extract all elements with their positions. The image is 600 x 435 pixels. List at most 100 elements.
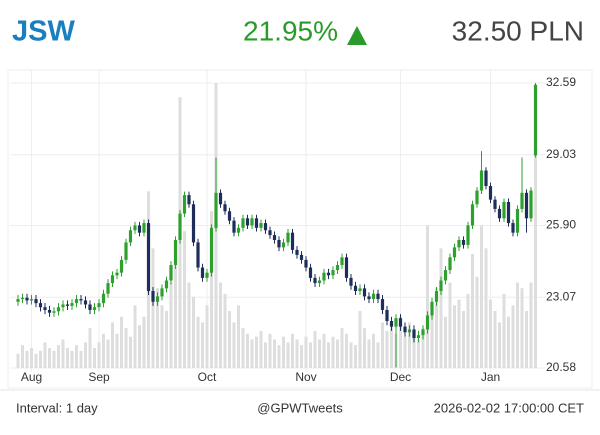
volume-bar bbox=[183, 231, 186, 368]
candle-body bbox=[155, 296, 160, 302]
candle-body bbox=[74, 299, 79, 304]
volume-bar bbox=[70, 350, 74, 368]
candle-body bbox=[340, 257, 344, 265]
candle-body bbox=[434, 291, 439, 302]
volume-bar bbox=[151, 248, 155, 368]
candle-body bbox=[385, 309, 389, 322]
candle-body bbox=[101, 293, 106, 304]
candle-body bbox=[322, 272, 326, 281]
volume-bar bbox=[52, 350, 56, 368]
volume-bar bbox=[282, 336, 285, 368]
volume-bar bbox=[210, 211, 213, 368]
candle-body bbox=[47, 309, 52, 313]
volume-bar bbox=[309, 342, 312, 368]
x-tick-label: Oct bbox=[198, 370, 217, 384]
candle-body bbox=[16, 299, 20, 302]
candle-body bbox=[448, 257, 452, 271]
x-tick-label: Dec bbox=[390, 370, 411, 384]
volume-bar bbox=[129, 336, 132, 368]
volume-bar bbox=[421, 328, 425, 368]
candle-body bbox=[160, 288, 164, 297]
candle-body bbox=[173, 239, 178, 265]
volume-bar bbox=[381, 322, 384, 368]
volume-bar bbox=[372, 333, 375, 368]
candle-body bbox=[245, 218, 250, 226]
candle-body bbox=[254, 218, 259, 228]
y-tick-label: 20.58 bbox=[546, 360, 576, 374]
candle-body bbox=[223, 204, 227, 212]
volume-bar bbox=[39, 350, 42, 368]
candle-body bbox=[331, 270, 335, 276]
candle-body bbox=[263, 223, 268, 231]
volume-bar bbox=[345, 333, 348, 368]
candle-body bbox=[187, 195, 191, 205]
volume-bar bbox=[102, 333, 105, 368]
candle-body bbox=[79, 299, 83, 301]
candle-body bbox=[43, 307, 47, 310]
candle-body bbox=[110, 275, 115, 284]
candle-body bbox=[137, 225, 142, 233]
volume-bar bbox=[30, 348, 33, 368]
candle-body bbox=[407, 329, 412, 333]
volume-bar bbox=[142, 316, 146, 368]
candle-body bbox=[259, 223, 263, 228]
volume-bar bbox=[457, 299, 461, 368]
candle-body bbox=[475, 190, 479, 205]
change-percent: 21.95% bbox=[243, 15, 338, 46]
volume-bar bbox=[462, 311, 465, 368]
candle-body bbox=[128, 230, 133, 243]
candle-body bbox=[286, 232, 290, 243]
candle-body bbox=[133, 225, 137, 231]
candle-body bbox=[169, 264, 173, 281]
candle-body bbox=[529, 190, 533, 219]
candle-body bbox=[371, 293, 376, 300]
volume-bar bbox=[525, 311, 528, 368]
volume-bar bbox=[507, 316, 510, 368]
volume-bar bbox=[232, 322, 236, 368]
candle-body bbox=[83, 300, 88, 305]
volume-bar bbox=[264, 342, 267, 368]
volume-bar bbox=[205, 305, 209, 368]
volume-bar bbox=[187, 282, 191, 368]
ticker: JSW bbox=[12, 16, 75, 48]
volume-bar bbox=[480, 225, 483, 368]
volume-bar bbox=[291, 333, 294, 368]
candle-body bbox=[209, 227, 214, 273]
volume-bar bbox=[66, 348, 69, 368]
volume-bar bbox=[358, 311, 362, 368]
candle-body bbox=[335, 264, 340, 271]
volume-bar bbox=[124, 328, 128, 368]
volume-bar bbox=[160, 305, 164, 368]
y-tick-label: 23.07 bbox=[546, 289, 576, 303]
candle-body bbox=[326, 272, 331, 276]
chart-frame bbox=[7, 69, 593, 389]
candle-body bbox=[484, 170, 488, 187]
volume-bar bbox=[273, 339, 276, 368]
candle-body bbox=[214, 192, 218, 228]
x-tick-label: Nov bbox=[295, 370, 316, 384]
candle-body bbox=[115, 272, 119, 276]
volume-bar bbox=[412, 330, 416, 368]
candle-body bbox=[470, 204, 475, 226]
candle-body bbox=[290, 232, 295, 250]
volume-bar bbox=[399, 316, 402, 368]
volume-bar bbox=[439, 248, 443, 368]
candle-body bbox=[241, 218, 245, 228]
candle-body bbox=[493, 199, 497, 209]
volume-bar bbox=[201, 322, 204, 368]
volume-bar bbox=[120, 316, 123, 368]
candle-body bbox=[25, 297, 29, 301]
source: @GPWTweets bbox=[257, 400, 343, 415]
y-tick-label: 29.03 bbox=[546, 147, 576, 161]
volume-bar bbox=[318, 339, 321, 368]
volume-bar bbox=[196, 316, 200, 368]
candle-body bbox=[151, 291, 155, 302]
y-tick-label: 25.90 bbox=[546, 218, 576, 232]
plot: 20.58 23.07 25.90 29.03 32.59 Aug Sep Oct Nov Dec… bbox=[10, 70, 576, 384]
volume-bar bbox=[79, 350, 83, 368]
volume-bar bbox=[169, 282, 173, 368]
candle-body bbox=[227, 211, 232, 221]
volume-bar bbox=[448, 282, 452, 368]
candle-body bbox=[232, 220, 236, 233]
volume-bar bbox=[241, 328, 245, 368]
